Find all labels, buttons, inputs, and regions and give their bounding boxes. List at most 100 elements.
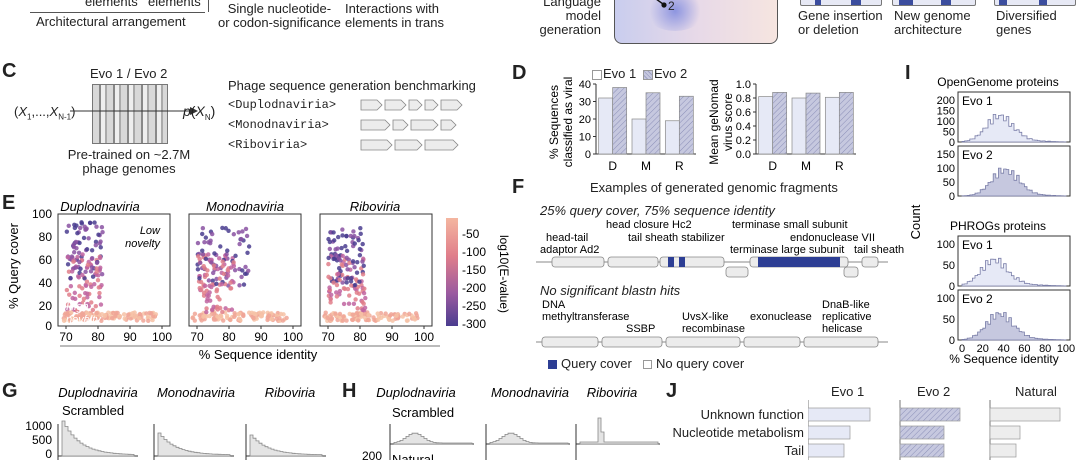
y-tick-label: 1.0 xyxy=(736,79,751,91)
scatter-point xyxy=(328,297,333,302)
scatter-point xyxy=(237,241,242,247)
scatter-point xyxy=(132,310,137,315)
x-tick-label: 80 xyxy=(222,330,236,344)
f-legend-cover: Query cover xyxy=(561,356,632,371)
scatter-point xyxy=(225,248,230,253)
e-ytick: 40 xyxy=(39,276,53,290)
scatter-point xyxy=(344,248,350,254)
scatter-point xyxy=(357,246,363,252)
scatter-point xyxy=(329,292,334,297)
scatter-point xyxy=(341,286,347,291)
x-tick-label: 70 xyxy=(321,330,335,344)
y-tick-label: 0 xyxy=(949,191,955,203)
panel-d-charts: % Sequencesclassified as viral Mean geNo… xyxy=(547,77,856,173)
x-tick-label: 90 xyxy=(123,330,137,344)
hist-bars xyxy=(489,432,569,445)
scatter-point xyxy=(80,252,85,257)
scatter-point xyxy=(80,300,86,305)
hist-bars xyxy=(393,432,473,445)
scatter-point xyxy=(261,310,266,315)
y-tick-label: 0.8 xyxy=(736,93,751,105)
bar xyxy=(598,97,614,155)
scatter-point xyxy=(347,293,352,298)
scatter-point xyxy=(96,232,101,237)
scatter-point xyxy=(326,255,331,261)
top-elements-right: elements xyxy=(148,0,201,9)
scatter-point xyxy=(224,313,230,319)
x-tick-label: 70 xyxy=(190,330,204,344)
scatter-point xyxy=(344,233,349,239)
hist-label: Evo 1 xyxy=(962,238,993,252)
scatter-point xyxy=(204,306,209,311)
x-tick-label: 80 xyxy=(91,330,105,344)
scatter-point xyxy=(231,232,237,237)
scatter-point xyxy=(78,266,83,271)
legend-evo2: Evo 2 xyxy=(654,66,688,81)
y-tick-label: 50 xyxy=(943,127,955,139)
j-bar xyxy=(989,407,1061,422)
scatter-point xyxy=(211,263,217,268)
x-tick-label: M xyxy=(801,159,811,173)
scatter-point xyxy=(211,316,217,321)
scatter-point xyxy=(195,240,201,246)
gene-arrow xyxy=(392,119,409,131)
f-label: tail sheath stabilizer xyxy=(628,232,725,244)
y-tick-label: 0 xyxy=(585,149,591,161)
scatter-point xyxy=(350,259,356,264)
scatter-point xyxy=(219,281,224,287)
scatter-point xyxy=(383,311,388,316)
scatter-point xyxy=(202,239,207,245)
j-bar xyxy=(808,443,845,458)
e-low-novelty-1: Low xyxy=(140,225,161,237)
scatter-point xyxy=(93,239,99,245)
d1-plot: 0 10 20 30 40 D M R xyxy=(579,79,696,173)
scatter-point xyxy=(75,230,80,236)
scatter-point xyxy=(231,263,237,269)
scatter-point xyxy=(362,286,367,291)
g-ytick: 0 xyxy=(45,447,52,460)
h-title-duplo: Duplodnaviria xyxy=(376,385,456,400)
scatter-point xyxy=(220,264,225,269)
y-tick-label: 200 xyxy=(937,95,955,107)
scatter-point xyxy=(363,295,368,301)
scatter-point xyxy=(201,314,206,319)
g-title-duplo: Duplodnaviria xyxy=(58,385,138,400)
scatter-point xyxy=(89,265,95,270)
scatter-point xyxy=(239,236,244,242)
e-title-mono: Monodnaviria xyxy=(206,199,284,214)
hist-bars xyxy=(961,257,1067,287)
scatter-point xyxy=(88,269,94,274)
scatter-point xyxy=(98,255,103,261)
scatter-point xyxy=(77,240,82,246)
y-tick-label: 150 xyxy=(937,149,955,161)
y-tick-label: 100 xyxy=(937,239,955,251)
scatter-point xyxy=(229,307,235,312)
scatter-point xyxy=(351,229,356,234)
bar xyxy=(645,92,661,155)
panel-h-letter: H xyxy=(342,380,357,402)
hist-bars xyxy=(157,432,231,457)
scatter-point xyxy=(240,268,245,273)
scatter-point xyxy=(212,251,217,256)
scatter-point xyxy=(236,230,241,235)
scatter-point xyxy=(350,317,355,323)
hist-label: Evo 1 xyxy=(962,94,993,108)
panel-g-plots: Duplodnaviria Monodnaviria Riboviria Scr… xyxy=(25,385,326,460)
scatter-point xyxy=(232,314,237,320)
j-bar xyxy=(899,425,945,440)
j-bar xyxy=(899,407,961,422)
d2-plot: 0.0 0.2 0.4 0.6 0.8 1.0 D M R xyxy=(736,79,856,173)
scatter-point xyxy=(83,283,89,289)
diversified-mark-2 xyxy=(1039,0,1047,5)
scatter-point xyxy=(341,301,347,307)
diversified-mark-1 xyxy=(999,0,1007,5)
scatter-point xyxy=(77,301,82,307)
e-cbar-tick: -100 xyxy=(462,245,486,259)
f-label: SSBP xyxy=(626,323,655,335)
scatter-point xyxy=(214,281,219,287)
new-genome-mark-1 xyxy=(899,0,913,5)
panel-f-letter: F xyxy=(512,176,525,198)
scatter-point xyxy=(331,256,336,262)
scatter-point xyxy=(331,280,336,285)
